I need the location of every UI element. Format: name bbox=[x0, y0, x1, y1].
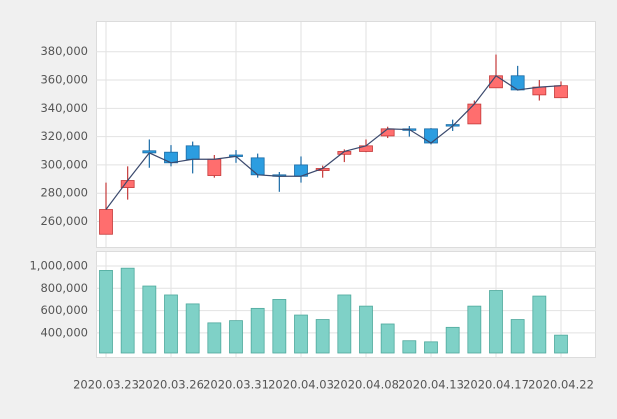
volume-bar bbox=[489, 290, 503, 354]
volume-bar bbox=[445, 326, 460, 354]
volume-bar bbox=[402, 340, 417, 354]
y-tick-label: 320,000 bbox=[40, 129, 88, 143]
candle-body bbox=[554, 85, 568, 99]
volume-bar bbox=[272, 299, 287, 354]
volume-bar bbox=[510, 319, 525, 354]
candle-body bbox=[207, 158, 222, 176]
volume-bar bbox=[380, 323, 395, 354]
candle-body bbox=[467, 103, 482, 125]
volume-bar bbox=[337, 294, 352, 354]
candle-body bbox=[99, 209, 113, 235]
volume-bar bbox=[250, 307, 265, 354]
candle-body bbox=[185, 145, 200, 160]
volume-bar bbox=[467, 305, 482, 354]
y-tick-label: 360,000 bbox=[40, 73, 88, 87]
y-tick-label: 340,000 bbox=[40, 101, 88, 115]
volume-bar bbox=[359, 305, 373, 354]
x-tick-label: 2020.03.31 bbox=[203, 378, 269, 392]
volume-bar bbox=[142, 285, 157, 354]
close-line bbox=[105, 74, 562, 210]
volume-bar bbox=[424, 341, 438, 354]
volume-bar bbox=[207, 322, 222, 354]
price-panel bbox=[96, 21, 596, 248]
x-tick-label: 2020.04.03 bbox=[268, 378, 334, 392]
volume-bar bbox=[99, 270, 113, 354]
volume-bar bbox=[554, 334, 568, 354]
x-tick-label: 2020.04.08 bbox=[333, 378, 399, 392]
volume-bar bbox=[315, 319, 330, 354]
volume-bar bbox=[164, 294, 178, 354]
x-tick-label: 2020.03.23 bbox=[73, 378, 139, 392]
x-tick-label: 2020.04.17 bbox=[463, 378, 529, 392]
y-tick-label: 400,000 bbox=[40, 325, 88, 339]
volume-bar bbox=[185, 303, 200, 354]
y-tick-label: 300,000 bbox=[40, 157, 88, 171]
volume-bar bbox=[120, 267, 135, 354]
volume-bar bbox=[532, 295, 547, 354]
y-tick-label: 800,000 bbox=[40, 281, 88, 295]
candle-body bbox=[510, 75, 525, 91]
volume-bar bbox=[294, 314, 308, 354]
volume-bar bbox=[229, 320, 243, 354]
y-tick-label: 260,000 bbox=[40, 214, 88, 228]
x-tick-label: 2020.04.22 bbox=[528, 378, 594, 392]
y-tick-label: 380,000 bbox=[40, 44, 88, 58]
y-tick-label: 1,000,000 bbox=[29, 258, 88, 272]
y-tick-label: 600,000 bbox=[40, 303, 88, 317]
x-tick-label: 2020.03.26 bbox=[138, 378, 204, 392]
candle-body bbox=[250, 157, 265, 176]
x-tick-label: 2020.04.13 bbox=[398, 378, 464, 392]
y-tick-label: 280,000 bbox=[40, 186, 88, 200]
